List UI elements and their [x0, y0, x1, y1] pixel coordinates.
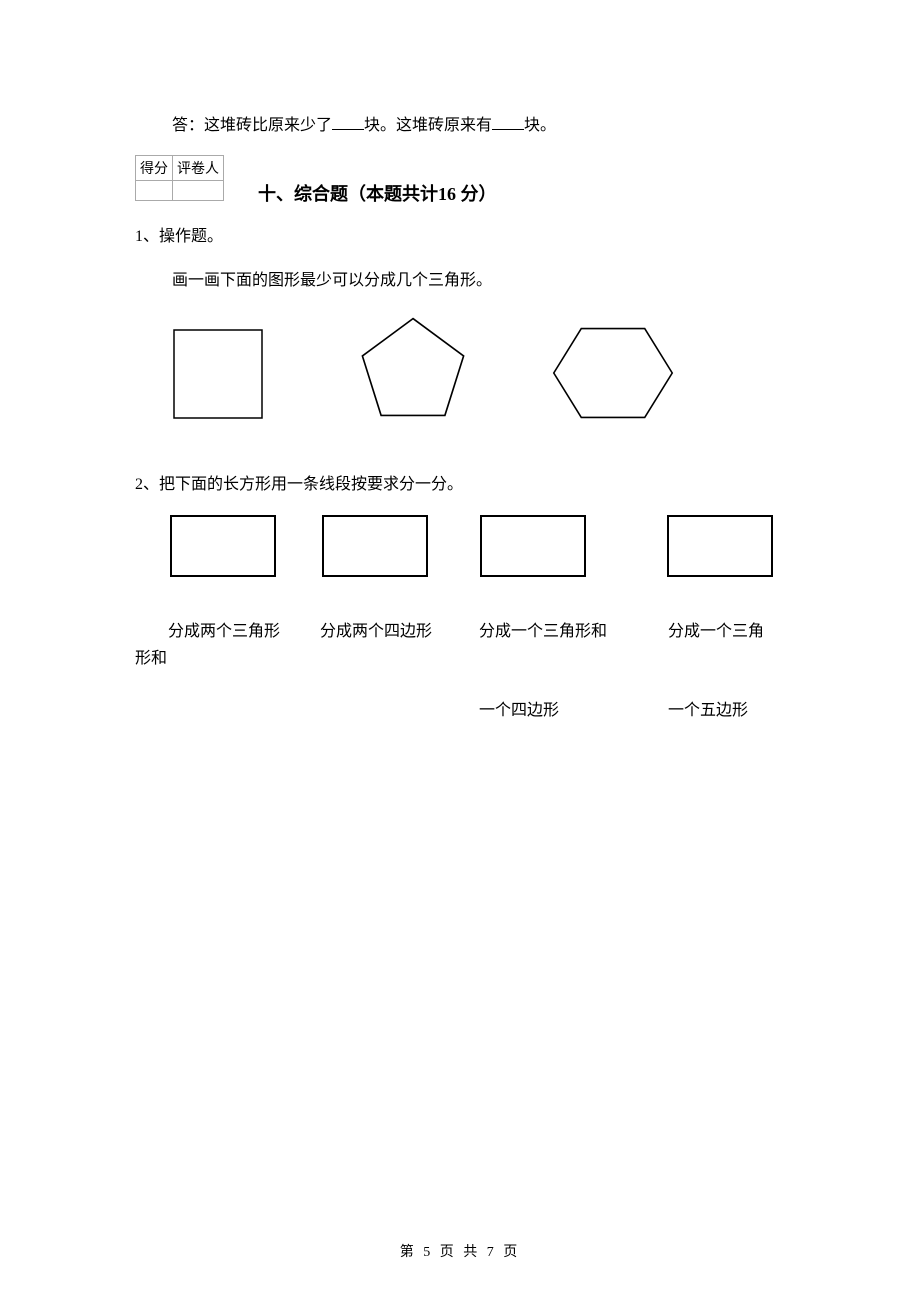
square-shape: [168, 324, 268, 424]
page-footer: 第 5 页 共 7 页: [0, 1241, 920, 1261]
label-2: 分成两个四边形: [320, 617, 432, 641]
rect-2: [322, 515, 428, 577]
score-header-2: 评卷人: [173, 156, 224, 181]
score-table: 得分 评卷人: [135, 155, 224, 201]
score-cell-2[interactable]: [173, 181, 224, 201]
label-1: 分成两个三角形: [168, 617, 280, 641]
answer-suffix: 块。: [524, 117, 556, 134]
rectangles-row: [170, 515, 790, 587]
rect-1: [170, 515, 276, 577]
label-4b: 形和: [135, 644, 167, 668]
label-4a: 分成一个三角: [668, 617, 764, 641]
score-cell-1[interactable]: [136, 181, 173, 201]
question-1-sub: 画一画下面的图形最少可以分成几个三角形。: [172, 266, 492, 290]
answer-prefix: 答：这堆砖比原来少了: [172, 117, 332, 134]
blank-1[interactable]: [332, 129, 364, 130]
hexagon-shape: [548, 318, 678, 428]
shapes-row: [168, 312, 728, 432]
question-2: 2、把下面的长方形用一条线段按要求分一分。: [135, 470, 463, 494]
answer-mid: 块。这堆砖原来有: [364, 117, 492, 134]
score-header-1: 得分: [136, 156, 173, 181]
section-title: 十、综合题（本题共计16 分）: [258, 180, 497, 206]
question-1: 1、操作题。: [135, 222, 223, 246]
label-3-cont: 一个四边形: [479, 696, 559, 720]
rect-4: [667, 515, 773, 577]
label-4-cont: 一个五边形: [668, 696, 748, 720]
rect-3: [480, 515, 586, 577]
blank-2[interactable]: [492, 129, 524, 130]
answer-text: 答：这堆砖比原来少了 块。这堆砖原来有 块。: [172, 111, 556, 135]
pentagon-shape: [358, 312, 468, 422]
label-3: 分成一个三角形和: [479, 617, 607, 641]
